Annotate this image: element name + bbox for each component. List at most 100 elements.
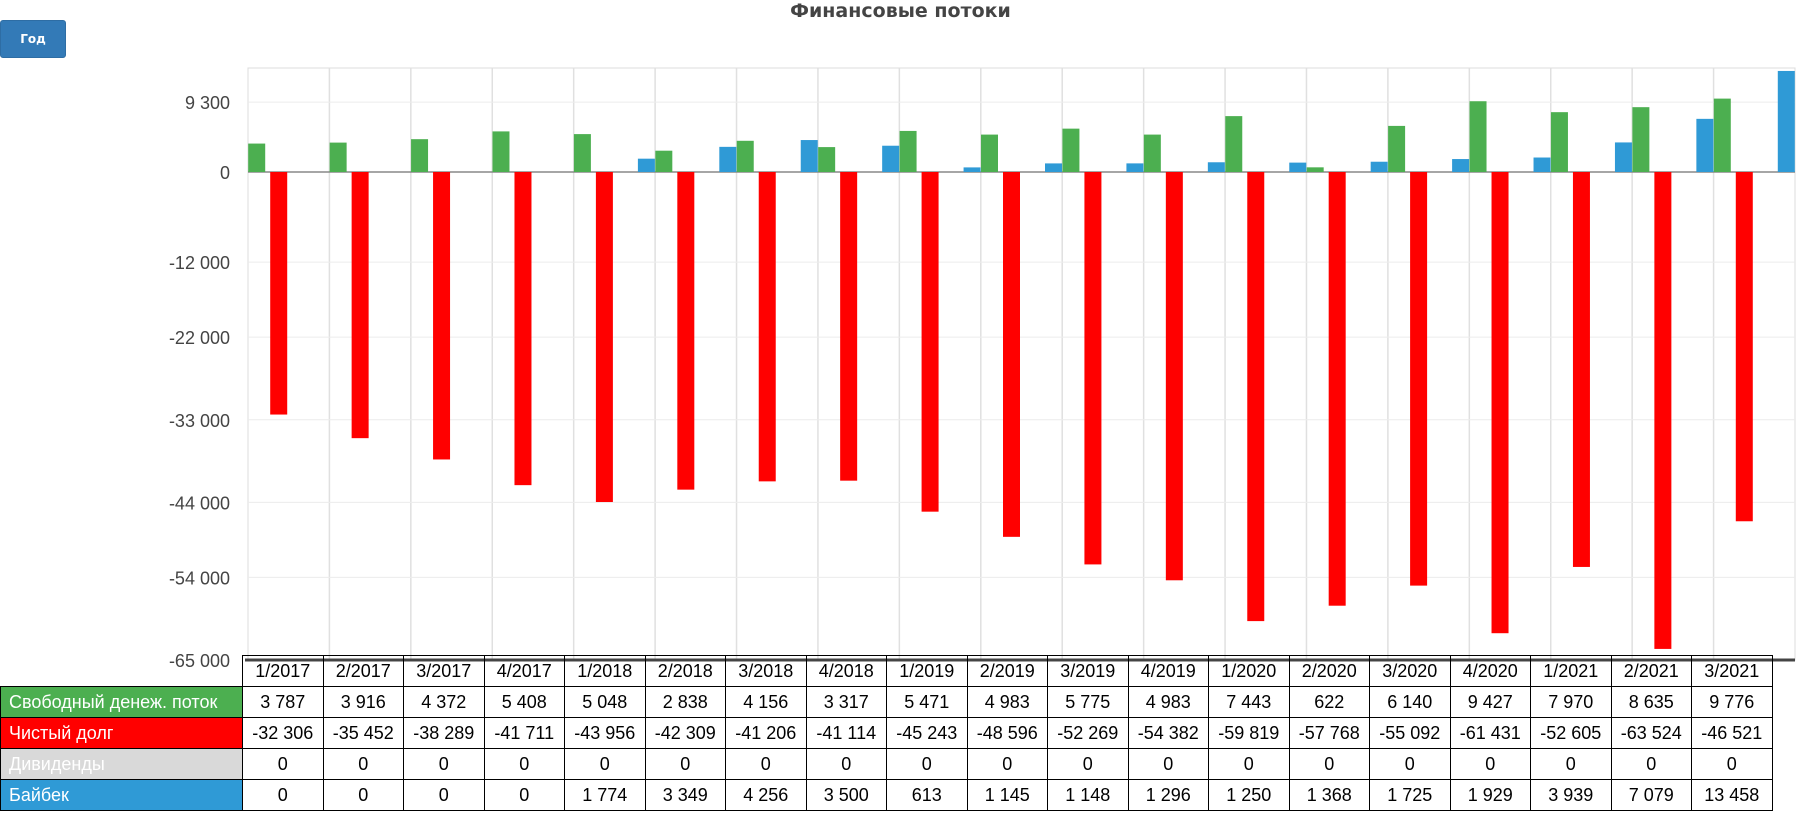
table-cell-value: 0	[966, 748, 1048, 780]
table-cell-value: 8 635	[1610, 686, 1692, 718]
table-cell-value: 9 776	[1691, 686, 1773, 718]
table-cell-value: 0	[1449, 748, 1531, 780]
table-header-category: 1/2020	[1208, 655, 1290, 687]
bar-buyback	[963, 167, 981, 172]
table-cell-value: 0	[483, 779, 565, 811]
table-header-category: 4/2019	[1127, 655, 1209, 687]
table-cell-value: -45 243	[886, 717, 968, 749]
table-cell-value: 0	[1369, 748, 1451, 780]
bar-fcf	[655, 150, 673, 172]
table-header-category: 3/2021	[1691, 655, 1773, 687]
bar-net-debt	[921, 172, 939, 512]
table-cell-value: -35 452	[322, 717, 404, 749]
bar-fcf	[1143, 134, 1161, 172]
table-cell-value: 0	[564, 748, 646, 780]
bar-buyback	[1126, 163, 1144, 172]
table-cell-value: 4 983	[1127, 686, 1209, 718]
table-header-category: 2/2019	[966, 655, 1048, 687]
bar-net-debt	[1572, 172, 1590, 567]
table-header-category: 2/2021	[1610, 655, 1692, 687]
table-cell-value: 5 048	[564, 686, 646, 718]
table-cell-value: -55 092	[1369, 717, 1451, 749]
table-row: Свободный денеж. поток 3 787 3 916 4 372 5 4…	[0, 686, 1773, 718]
table-header-category: 2/2017	[322, 655, 404, 687]
table-cell-value: 0	[1047, 748, 1129, 780]
table-cell-value: 3 317	[805, 686, 887, 718]
bar-fcf	[492, 131, 510, 172]
period-year-button[interactable]: Год	[0, 20, 66, 58]
table-cell-value: 0	[322, 779, 404, 811]
bar-fcf	[899, 130, 917, 172]
bar-fcf	[1713, 98, 1731, 172]
table-cell-value: 0	[242, 748, 324, 780]
bar-fcf	[1225, 116, 1243, 172]
table-cell-value: 0	[403, 779, 485, 811]
legend-series-label: Чистый долг	[0, 717, 243, 749]
table-cell-value: 0	[322, 748, 404, 780]
table-cell-value: -32 306	[242, 717, 324, 749]
table-header-category: 1/2017	[242, 655, 324, 687]
bar-buyback	[637, 158, 655, 172]
bar-fcf	[1632, 107, 1650, 172]
bar-net-debt	[1328, 172, 1346, 606]
table-header-category: 2/2018	[644, 655, 726, 687]
table-cell-value: 0	[1288, 748, 1370, 780]
bar-net-debt	[1247, 172, 1265, 622]
table-cell-value: 13 458	[1691, 779, 1773, 811]
table-header-category: 1/2021	[1530, 655, 1612, 687]
bar-fcf	[1306, 167, 1324, 172]
bar-net-debt	[351, 172, 369, 439]
table-cell-value: 3 349	[644, 779, 726, 811]
table-cell-value: 0	[1127, 748, 1209, 780]
table-cell-value: 0	[644, 748, 726, 780]
table-cell-value: 5 471	[886, 686, 968, 718]
table-cell-value: 9 427	[1449, 686, 1531, 718]
table-cell-value: 0	[805, 748, 887, 780]
table-cell-value: 1 368	[1288, 779, 1370, 811]
table-cell-value: -61 431	[1449, 717, 1531, 749]
table-cell-value: 0	[1208, 748, 1290, 780]
table-cell-value: -52 605	[1530, 717, 1612, 749]
legend-series-label: Дивиденды	[0, 748, 243, 780]
table-cell-value: -52 269	[1047, 717, 1129, 749]
table-cell-value: -38 289	[403, 717, 485, 749]
table-cell-value: 7 443	[1208, 686, 1290, 718]
table-cell-value: 0	[403, 748, 485, 780]
table-cell-value: 5 775	[1047, 686, 1129, 718]
bar-buyback	[1533, 157, 1551, 172]
table-cell-value: -41 206	[725, 717, 807, 749]
y-tick-label: -22 000	[169, 328, 230, 348]
table-cell-value: 4 983	[966, 686, 1048, 718]
table-cell-value: 0	[725, 748, 807, 780]
table-cell-value: 4 256	[725, 779, 807, 811]
table-cell-value: -59 819	[1208, 717, 1290, 749]
chart-title: Финансовые потоки	[790, 0, 1011, 22]
table-header-category: 1/2019	[886, 655, 968, 687]
y-tick-label: -65 000	[169, 651, 230, 671]
bar-fcf	[1062, 128, 1080, 172]
bar-net-debt	[840, 172, 858, 481]
table-cell-value: 1 148	[1047, 779, 1129, 811]
bar-buyback	[1777, 70, 1795, 172]
bar-buyback	[800, 140, 818, 172]
table-cell-value: 4 372	[403, 686, 485, 718]
table-cell-value: 3 787	[242, 686, 324, 718]
table-cell-value: -54 382	[1127, 717, 1209, 749]
table-cell-value: 7 079	[1610, 779, 1692, 811]
y-tick-label: -44 000	[169, 493, 230, 513]
table-cell-value: 1 145	[966, 779, 1048, 811]
table-cell-value: -48 596	[966, 717, 1048, 749]
bar-net-debt	[1491, 172, 1509, 634]
table-cell-value: 3 500	[805, 779, 887, 811]
y-tick-label: -33 000	[169, 411, 230, 431]
bar-fcf	[329, 142, 347, 172]
table-cell-value: -41 711	[483, 717, 565, 749]
table-cell-value: 622	[1288, 686, 1370, 718]
y-tick-label: -54 000	[169, 568, 230, 588]
bar-fcf	[248, 143, 266, 172]
table-cell-value: -63 524	[1610, 717, 1692, 749]
bar-fcf	[818, 147, 836, 172]
bar-net-debt	[1410, 172, 1428, 586]
bar-net-debt	[677, 172, 695, 490]
bar-net-debt	[514, 172, 532, 486]
